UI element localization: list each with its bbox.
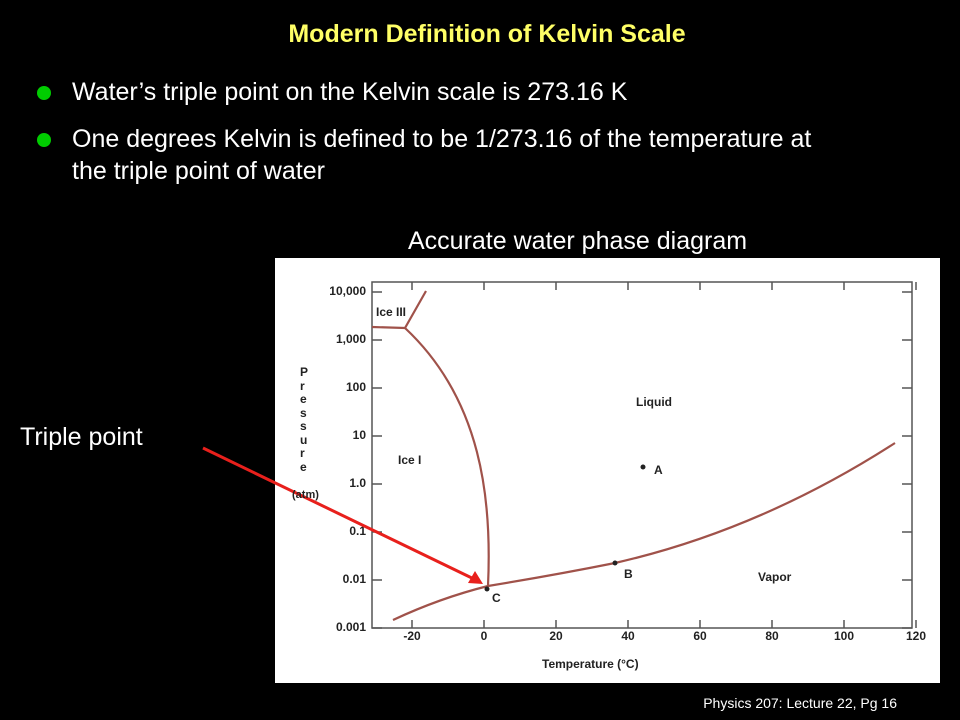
point-label: C	[492, 591, 501, 605]
y-axis-label: Pressure	[300, 365, 309, 474]
plot-frame	[371, 281, 913, 629]
footer: Physics 207: Lecture 22, Pg 16	[703, 695, 897, 711]
y-tick-label: 10	[353, 428, 367, 442]
x-tick-label: 20	[549, 629, 563, 643]
points	[484, 464, 646, 592]
x-tick-label: 120	[906, 629, 926, 643]
bullet-dot	[37, 86, 51, 100]
y-tick-label: 0.001	[336, 620, 366, 634]
y-tick-label: 0.01	[343, 572, 367, 586]
point-label: B	[624, 567, 633, 581]
x-tick-label: 0	[481, 629, 488, 643]
figure-caption: Accurate water phase diagram	[408, 227, 748, 255]
callout-label: Triple point	[20, 423, 143, 451]
x-tick-label: 100	[834, 629, 854, 643]
ticks: 10,000 1,000 100 10 1.0 0.1 0.01 0.001 -20 0 20 40 6…	[329, 282, 926, 643]
region-label: Ice I	[398, 453, 421, 467]
x-tick-label: 40	[621, 629, 635, 643]
callout-arrow	[202, 446, 477, 582]
x-tick-label: 60	[693, 629, 707, 643]
slide-title: Modern Definition of Kelvin Scale	[288, 20, 686, 48]
region-label: Liquid	[636, 395, 672, 409]
point-label: A	[654, 463, 663, 477]
x-tick-label: -20	[403, 629, 421, 643]
bullet-text: One degrees Kelvin is defined to be 1/27…	[72, 125, 812, 185]
x-axis-label: Temperature (°C)	[542, 657, 639, 671]
point-c	[484, 586, 490, 592]
y-tick-label: 10,000	[329, 284, 366, 298]
region-label: Ice III	[376, 305, 406, 319]
ice-iii-boundary	[371, 290, 427, 330]
bullet-text: Water’s triple point on the Kelvin scale…	[72, 78, 628, 106]
y-tick-label: 1,000	[336, 332, 366, 346]
y-tick-label: 0.1	[349, 524, 366, 538]
vaporization-curve	[392, 442, 896, 621]
point-b	[612, 560, 618, 566]
point-a	[640, 464, 646, 470]
bullet-dot	[37, 133, 51, 147]
y-tick-label: 100	[346, 380, 366, 394]
region-label: Vapor	[758, 570, 792, 584]
y-axis-unit: (atm)	[292, 489, 319, 501]
x-tick-label: 80	[765, 629, 779, 643]
y-tick-label: 1.0	[349, 476, 366, 490]
phase-boundaries	[371, 290, 896, 621]
callout-arrowhead	[468, 571, 483, 584]
fusion-curve	[404, 327, 490, 587]
diagram-panel	[275, 258, 940, 683]
